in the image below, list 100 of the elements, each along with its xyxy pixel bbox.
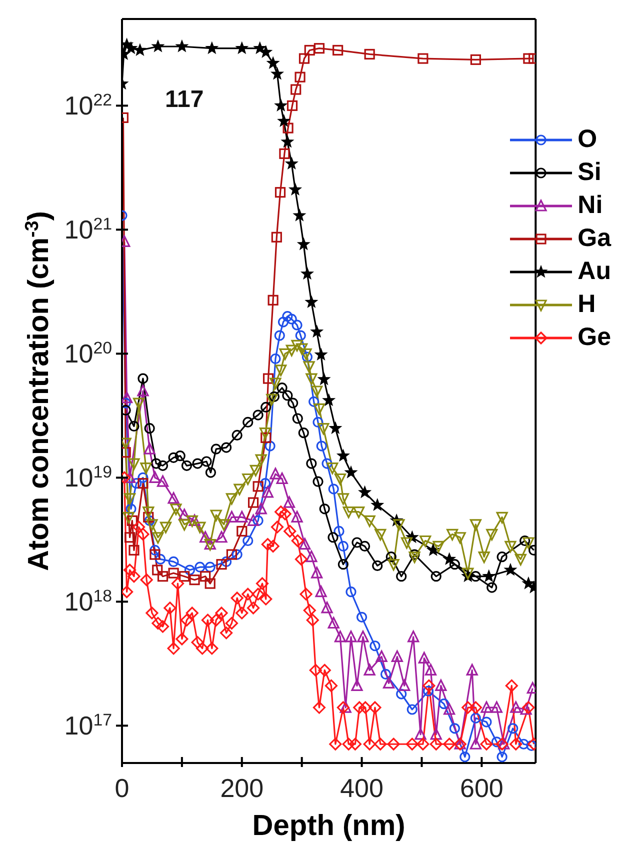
point (248, 497, 259, 508)
point (504, 540, 516, 553)
point (420, 535, 432, 548)
point (374, 528, 386, 541)
point (304, 44, 315, 56)
point (334, 630, 346, 642)
point (124, 471, 136, 483)
point (178, 519, 190, 531)
point (526, 740, 536, 751)
point (200, 531, 212, 543)
point (226, 549, 238, 560)
point (152, 40, 164, 52)
point (152, 564, 163, 576)
point (260, 432, 272, 444)
point (259, 428, 272, 440)
point (486, 528, 498, 541)
point (470, 54, 481, 65)
point (168, 452, 179, 463)
point (278, 316, 289, 328)
point (356, 612, 368, 622)
point (210, 510, 222, 522)
point (460, 752, 470, 762)
legend-label: Ge (578, 323, 611, 352)
point (276, 472, 288, 484)
point (170, 504, 182, 516)
point (282, 122, 294, 134)
point (292, 413, 303, 424)
point (522, 537, 534, 549)
point (498, 738, 510, 750)
point (496, 752, 508, 762)
point (315, 586, 327, 598)
point (150, 549, 160, 560)
point (478, 552, 490, 564)
x-tick-label: 600 (460, 773, 504, 803)
point (179, 571, 190, 582)
point (321, 602, 333, 614)
point (144, 423, 155, 434)
point (184, 564, 196, 576)
point (328, 532, 338, 543)
point (260, 402, 272, 413)
point (430, 728, 442, 740)
point (364, 664, 376, 676)
point (306, 550, 318, 562)
point (364, 48, 375, 60)
point (131, 478, 142, 489)
point (143, 512, 154, 522)
point (289, 183, 302, 195)
point (391, 650, 403, 662)
point (313, 403, 326, 415)
point (504, 564, 517, 576)
point (122, 512, 134, 524)
point (291, 510, 303, 522)
point (216, 531, 228, 543)
point (260, 478, 271, 489)
x-tick-label: 400 (340, 773, 384, 803)
point (122, 392, 133, 404)
legend-label: H (578, 290, 596, 319)
point (329, 422, 342, 434)
point (236, 510, 248, 522)
point (418, 652, 430, 664)
point (252, 515, 264, 526)
point (523, 53, 534, 64)
point (138, 478, 148, 489)
point (192, 458, 203, 469)
point (388, 559, 400, 571)
point (128, 420, 140, 432)
point (152, 532, 164, 544)
point (226, 510, 238, 522)
point (314, 348, 328, 360)
point (168, 556, 179, 568)
point (124, 532, 136, 543)
point (334, 526, 344, 537)
point (334, 473, 346, 486)
point (322, 394, 335, 406)
x-tick-label: 200 (220, 773, 264, 803)
x-axis-title: Depth (nm) (252, 810, 406, 842)
point (140, 462, 152, 474)
point (302, 352, 313, 362)
point (376, 650, 388, 662)
point (338, 540, 349, 552)
point (364, 515, 376, 527)
point (423, 686, 434, 696)
point (126, 515, 138, 526)
point (204, 562, 216, 572)
point (205, 467, 216, 478)
point (274, 330, 285, 341)
point (311, 386, 323, 398)
annotation: 117 (165, 86, 204, 114)
point (312, 416, 324, 428)
point (150, 458, 162, 469)
point (490, 701, 502, 713)
point (255, 502, 267, 514)
point (144, 515, 155, 526)
point (510, 701, 522, 713)
y-tick-label: 10$^{19}$ (64, 462, 112, 493)
point (232, 549, 242, 560)
point (242, 535, 254, 546)
point (496, 552, 508, 562)
point (286, 157, 298, 170)
point (189, 574, 200, 586)
